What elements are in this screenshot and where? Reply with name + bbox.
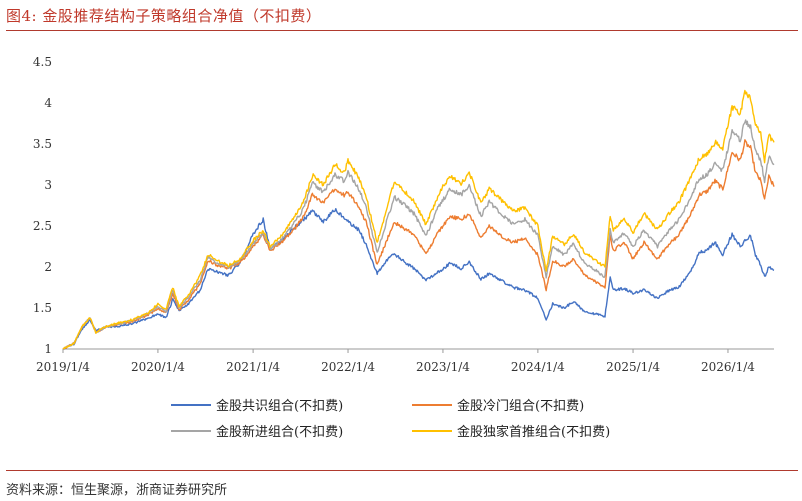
source-note: 资料来源：恒生聚源，浙商证券研究所 bbox=[6, 483, 228, 498]
legend-label: 金股冷门组合(不扣费) bbox=[457, 398, 584, 414]
x-tick-label: 2026/1/4 bbox=[701, 360, 755, 374]
line-chart: 1 1.5 2 2.5 3 3.5 4 4.5 2019/1/4 2020/1/4 2021/1/… bbox=[33, 55, 775, 440]
legend: 金股共识组合(不扣费) 金股冷门组合(不扣费) 金股新进组合(不扣费) 金股独家首推组… bbox=[171, 398, 610, 440]
y-tick-label: 2 bbox=[44, 260, 52, 274]
legend-label: 金股独家首推组合(不扣费) bbox=[457, 424, 610, 440]
x-tick-label: 2019/1/4 bbox=[36, 360, 90, 374]
y-axis: 1 1.5 2 2.5 3 3.5 4 4.5 bbox=[33, 55, 52, 356]
legend-label: 金股新进组合(不扣费) bbox=[216, 424, 343, 440]
source-divider bbox=[6, 470, 798, 471]
plot-series bbox=[62, 89, 775, 350]
series-line-3 bbox=[63, 119, 775, 350]
series-line-4 bbox=[62, 89, 775, 350]
x-tick-label: 2024/1/4 bbox=[511, 360, 565, 374]
title-divider bbox=[6, 30, 798, 31]
y-tick-label: 3 bbox=[44, 178, 52, 192]
x-tick-label: 2023/1/4 bbox=[416, 360, 470, 374]
y-tick-label: 2.5 bbox=[33, 219, 52, 233]
series-line-2 bbox=[62, 139, 775, 350]
x-tick-label: 2021/1/4 bbox=[226, 360, 280, 374]
figure-title: 图4: 金股推荐结构子策略组合净值（不扣费） bbox=[6, 7, 322, 25]
x-axis: 2019/1/4 2020/1/4 2021/1/4 2022/1/4 2023/1/4… bbox=[36, 348, 774, 374]
y-tick-label: 1.5 bbox=[33, 301, 52, 315]
y-tick-label: 3.5 bbox=[33, 137, 52, 151]
legend-label: 金股共识组合(不扣费) bbox=[216, 398, 343, 414]
y-tick-label: 1 bbox=[44, 342, 52, 356]
x-tick-label: 2025/1/4 bbox=[606, 360, 660, 374]
x-tick-label: 2022/1/4 bbox=[321, 360, 375, 374]
x-tick-label: 2020/1/4 bbox=[131, 360, 185, 374]
series-line-1 bbox=[62, 207, 775, 350]
y-tick-label: 4 bbox=[44, 96, 52, 110]
y-tick-label: 4.5 bbox=[33, 55, 52, 69]
